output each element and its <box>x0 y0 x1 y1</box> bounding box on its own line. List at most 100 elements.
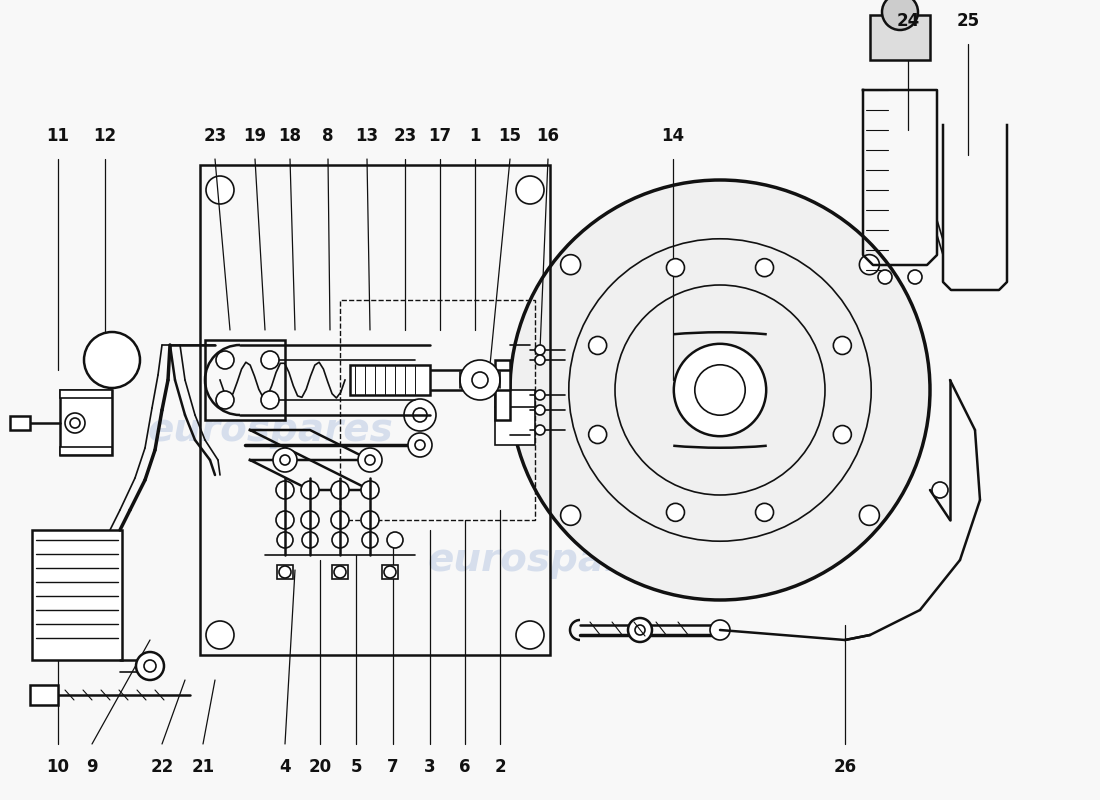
Circle shape <box>908 270 922 284</box>
Circle shape <box>331 481 349 499</box>
Text: 14: 14 <box>661 127 684 145</box>
Circle shape <box>535 355 544 365</box>
Bar <box>277 565 293 579</box>
Circle shape <box>301 481 319 499</box>
Circle shape <box>261 391 279 409</box>
Circle shape <box>276 511 294 529</box>
Circle shape <box>834 426 851 443</box>
Text: 26: 26 <box>834 758 857 776</box>
Circle shape <box>362 532 378 548</box>
Circle shape <box>882 0 918 30</box>
Circle shape <box>365 455 375 465</box>
Circle shape <box>216 351 234 369</box>
Text: 25: 25 <box>956 12 980 30</box>
Text: 7: 7 <box>387 758 399 776</box>
Bar <box>340 300 535 520</box>
Bar <box>205 340 285 420</box>
Text: 10: 10 <box>46 758 69 776</box>
Bar <box>10 416 30 430</box>
Circle shape <box>472 372 488 388</box>
Circle shape <box>277 532 293 548</box>
Circle shape <box>261 351 279 369</box>
Circle shape <box>859 506 879 526</box>
Text: 11: 11 <box>46 127 69 145</box>
Circle shape <box>98 346 126 374</box>
Circle shape <box>280 455 290 465</box>
Text: 18: 18 <box>278 127 301 145</box>
Circle shape <box>667 258 684 277</box>
Circle shape <box>415 440 425 450</box>
Text: 3: 3 <box>425 758 436 776</box>
Text: 24: 24 <box>896 12 920 30</box>
Circle shape <box>628 618 652 642</box>
Text: 20: 20 <box>308 758 331 776</box>
Text: 5: 5 <box>350 758 362 776</box>
Text: 1: 1 <box>470 127 481 145</box>
Text: eurospares: eurospares <box>427 541 673 579</box>
Circle shape <box>588 426 607 443</box>
Circle shape <box>878 270 892 284</box>
Text: 17: 17 <box>428 127 452 145</box>
Circle shape <box>70 418 80 428</box>
Text: 15: 15 <box>498 127 521 145</box>
Circle shape <box>216 391 234 409</box>
Circle shape <box>384 566 396 578</box>
Circle shape <box>561 254 581 274</box>
Text: 12: 12 <box>94 127 117 145</box>
Circle shape <box>635 625 645 635</box>
Text: 6: 6 <box>460 758 471 776</box>
Circle shape <box>331 511 349 529</box>
Circle shape <box>516 621 544 649</box>
Circle shape <box>535 345 544 355</box>
Circle shape <box>756 503 773 522</box>
Circle shape <box>332 532 348 548</box>
Text: 13: 13 <box>355 127 378 145</box>
Circle shape <box>588 337 607 354</box>
Circle shape <box>84 332 140 388</box>
Bar <box>870 15 930 60</box>
Circle shape <box>358 448 382 472</box>
Circle shape <box>334 566 346 578</box>
Circle shape <box>136 652 164 680</box>
Circle shape <box>387 532 403 548</box>
Bar <box>495 390 535 445</box>
Text: 2: 2 <box>494 758 506 776</box>
Text: 19: 19 <box>243 127 266 145</box>
Circle shape <box>834 337 851 354</box>
Text: 16: 16 <box>537 127 560 145</box>
Text: 23: 23 <box>394 127 417 145</box>
Bar <box>382 565 398 579</box>
Text: 9: 9 <box>86 758 98 776</box>
Circle shape <box>667 503 684 522</box>
Bar <box>60 390 112 398</box>
Text: eurospares: eurospares <box>147 411 393 449</box>
Circle shape <box>361 511 379 529</box>
Circle shape <box>408 433 432 457</box>
Circle shape <box>859 254 879 274</box>
Bar <box>495 360 510 420</box>
Text: 23: 23 <box>204 127 227 145</box>
Bar <box>200 165 550 655</box>
Circle shape <box>710 620 730 640</box>
Circle shape <box>510 180 930 600</box>
Circle shape <box>460 360 500 400</box>
Circle shape <box>302 532 318 548</box>
Text: eurospares: eurospares <box>627 261 873 299</box>
Circle shape <box>535 405 544 415</box>
Bar <box>60 447 112 455</box>
Circle shape <box>279 566 292 578</box>
Circle shape <box>412 408 427 422</box>
Circle shape <box>361 481 379 499</box>
Text: 21: 21 <box>191 758 214 776</box>
Circle shape <box>695 365 745 415</box>
Circle shape <box>674 344 767 436</box>
Circle shape <box>561 506 581 526</box>
Circle shape <box>404 399 436 431</box>
Text: 8: 8 <box>322 127 333 145</box>
Circle shape <box>301 511 319 529</box>
Circle shape <box>65 413 85 433</box>
Circle shape <box>276 481 294 499</box>
Circle shape <box>144 660 156 672</box>
Bar <box>350 365 430 395</box>
Circle shape <box>535 390 544 400</box>
